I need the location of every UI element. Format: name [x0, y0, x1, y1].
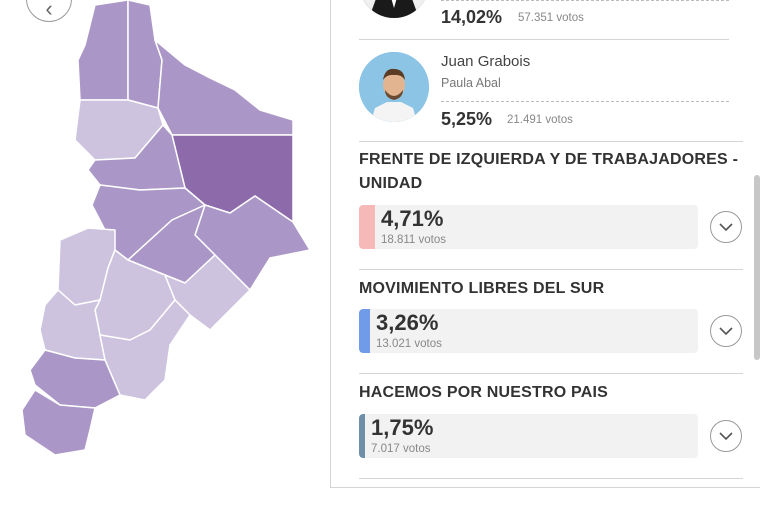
expand-button[interactable]	[710, 315, 742, 347]
department-region[interactable]	[21, 389, 96, 456]
bottom-divider	[331, 487, 760, 488]
party-votes: 18.811 votos	[381, 234, 447, 246]
department-region[interactable]	[127, 0, 163, 109]
running-mate-name: Paula Abal	[441, 76, 501, 90]
candidate-photo	[359, 52, 429, 122]
party-votes: 7.017 votos	[371, 443, 431, 455]
party-bar	[359, 205, 375, 249]
party-percent: 4,71%	[381, 206, 444, 231]
candidate-avatar	[359, 0, 429, 18]
expand-button[interactable]	[710, 211, 742, 243]
party-percent: 1,75%	[371, 415, 434, 440]
province-map	[21, 0, 311, 456]
party-bar-container: 1,75% 7.017 votos	[359, 414, 698, 458]
party-result: HACEMOS POR NUESTRO PAIS 1,75% 7.017 vot…	[359, 381, 743, 471]
chevron-down-icon	[719, 327, 733, 336]
department-region[interactable]	[154, 39, 294, 136]
party-bar-container: 3,26% 13.021 votos	[359, 309, 698, 353]
scrollbar[interactable]	[754, 175, 760, 360]
party-name: FRENTE DE IZQUIERDA Y DE TRABAJADORES - …	[359, 151, 739, 192]
divider	[359, 373, 743, 374]
party-votes: 13.021 votos	[376, 338, 442, 350]
chevron-down-icon	[719, 432, 733, 441]
candidate-card[interactable]: Juan Grabois Paula Abal 5,25% 21.491 vot…	[359, 52, 729, 132]
department-region[interactable]	[77, 0, 129, 101]
candidate-photo	[359, 0, 429, 18]
map-panel: ‹	[0, 0, 331, 488]
candidate-avatar	[359, 52, 429, 122]
party-bar-container: 4,71% 18.811 votos	[359, 205, 698, 249]
chevron-left-icon: ‹	[45, 0, 53, 21]
results-panel: 14,02% 57.351 votos Juan Grabois Paula A…	[331, 0, 775, 488]
party-bar	[359, 414, 365, 458]
divider	[359, 478, 743, 479]
panel-divider	[330, 0, 331, 488]
party-name: MOVIMIENTO LIBRES DEL SUR	[359, 280, 605, 297]
expand-button[interactable]	[710, 420, 742, 452]
party-name: HACEMOS POR NUESTRO PAIS	[359, 384, 608, 401]
candidate-name: Juan Grabois	[441, 53, 531, 70]
chevron-down-icon	[719, 223, 733, 232]
candidate-card[interactable]: 14,02% 57.351 votos	[359, 0, 729, 38]
divider	[359, 269, 743, 270]
candidate-percent: 14,02%	[441, 7, 503, 27]
candidate-votes: 21.491 votos	[507, 114, 573, 126]
party-bar	[359, 309, 370, 353]
candidate-votes: 57.351 votos	[518, 12, 584, 24]
candidate-percent: 5,25%	[441, 109, 493, 129]
divider	[359, 141, 743, 142]
party-percent: 3,26%	[376, 310, 439, 335]
party-result: FRENTE DE IZQUIERDA Y DE TRABAJADORES - …	[359, 148, 743, 260]
divider	[359, 39, 729, 40]
party-result: MOVIMIENTO LIBRES DEL SUR 3,26% 13.021 v…	[359, 277, 743, 367]
